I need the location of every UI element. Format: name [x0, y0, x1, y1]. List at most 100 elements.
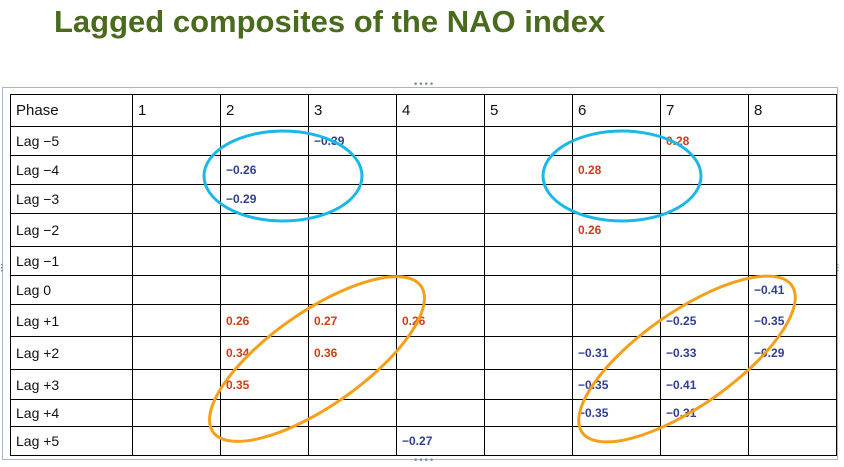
value-cell	[660, 426, 749, 456]
value-cell	[748, 213, 837, 247]
value-cell: −0.35	[572, 369, 661, 400]
value-cell	[132, 184, 221, 214]
table-frame	[2, 87, 838, 460]
value-cell: −0.41	[748, 275, 837, 305]
value-cell	[220, 399, 309, 427]
value-cell: 0.28	[660, 126, 749, 156]
header-phase-2: 2	[220, 94, 309, 127]
value-cell: −0.31	[660, 399, 749, 427]
value-cell: −0.25	[660, 304, 749, 337]
value-cell	[396, 246, 485, 276]
value-cell	[396, 336, 485, 370]
lag-label: Lag +2	[10, 336, 133, 370]
lag-label: Lag −5	[10, 126, 133, 156]
value-cell: 0.26	[572, 213, 661, 247]
value-cell: 0.35	[220, 369, 309, 400]
value-cell	[748, 184, 837, 214]
lag-label: Lag −1	[10, 246, 133, 276]
header-phase-4: 4	[396, 94, 485, 127]
value-cell	[396, 213, 485, 247]
value-cell: −0.35	[572, 399, 661, 427]
value-cell	[572, 426, 661, 456]
value-cell	[484, 399, 573, 427]
value-cell	[484, 246, 573, 276]
resize-handle-right[interactable]: • • •	[836, 262, 840, 275]
value-cell	[132, 369, 221, 400]
lag-label: Lag −4	[10, 155, 133, 185]
lag-label: Lag −2	[10, 213, 133, 247]
value-cell	[132, 304, 221, 337]
lag-label: Lag +3	[10, 369, 133, 400]
value-cell	[660, 213, 749, 247]
value-cell	[308, 399, 397, 427]
value-cell	[396, 399, 485, 427]
value-cell: −0.29	[748, 336, 837, 370]
table-row: Lag +2 0.34 0.36 −0.31 −0.33 −0.29	[10, 336, 837, 370]
table-row: Lag −3 −0.29	[10, 184, 837, 214]
header-phase-1: 1	[132, 94, 221, 127]
table-row: Lag +3 0.35 −0.35 −0.41	[10, 369, 837, 400]
resize-handle-bottom[interactable]: ••••	[413, 456, 435, 466]
value-cell: −0.26	[220, 155, 309, 185]
table-row: Lag 0 −0.41	[10, 275, 837, 305]
slide-title: Lagged composites of the NAO index	[54, 4, 606, 39]
value-cell	[132, 155, 221, 185]
value-cell	[748, 399, 837, 427]
resize-handle-left[interactable]: • • •	[0, 262, 4, 275]
value-cell	[396, 275, 485, 305]
header-phase: Phase	[10, 94, 133, 127]
value-cell	[308, 369, 397, 400]
lag-label: Lag 0	[10, 275, 133, 305]
value-cell	[132, 213, 221, 247]
value-cell: −0.39	[308, 126, 397, 156]
table-row: Lag +4 −0.35 −0.31	[10, 399, 837, 427]
value-cell	[396, 184, 485, 214]
value-cell: 0.34	[220, 336, 309, 370]
value-cell	[484, 184, 573, 214]
value-cell	[308, 155, 397, 185]
lag-label: Lag −3	[10, 184, 133, 214]
value-cell	[132, 336, 221, 370]
value-cell	[308, 426, 397, 456]
value-cell: 0.36	[308, 336, 397, 370]
value-cell	[748, 426, 837, 456]
value-cell: −0.27	[396, 426, 485, 456]
header-row: Phase 1 2 3 4 5 6 7 8	[10, 94, 837, 127]
header-phase-6: 6	[572, 94, 661, 127]
value-cell: −0.31	[572, 336, 661, 370]
value-cell	[748, 369, 837, 400]
value-cell	[220, 275, 309, 305]
value-cell	[748, 246, 837, 276]
table-row: Lag +5 −0.27	[10, 426, 837, 456]
resize-handle-top[interactable]: ••••	[413, 80, 435, 90]
value-cell	[396, 126, 485, 156]
lag-label: Lag +1	[10, 304, 133, 337]
value-cell	[660, 184, 749, 214]
value-cell	[484, 126, 573, 156]
value-cell	[572, 304, 661, 337]
value-cell: −0.35	[748, 304, 837, 337]
header-phase-5: 5	[484, 94, 573, 127]
value-cell	[484, 213, 573, 247]
table-row: Lag −2 0.26	[10, 213, 837, 247]
value-cell	[484, 155, 573, 185]
value-cell: 0.27	[308, 304, 397, 337]
lag-label: Lag +4	[10, 399, 133, 427]
value-cell	[572, 126, 661, 156]
value-cell	[484, 275, 573, 305]
value-cell	[484, 336, 573, 370]
value-cell	[396, 155, 485, 185]
table-row: Lag −5 −0.39 0.28	[10, 126, 837, 156]
value-cell	[572, 275, 661, 305]
header-phase-3: 3	[308, 94, 397, 127]
value-cell	[572, 184, 661, 214]
value-cell	[220, 213, 309, 247]
value-cell	[132, 246, 221, 276]
value-cell	[308, 184, 397, 214]
table-row: Lag +1 0.26 0.27 0.26 −0.25 −0.35	[10, 304, 837, 337]
value-cell	[308, 213, 397, 247]
value-cell	[132, 426, 221, 456]
nao-lag-table: Phase 1 2 3 4 5 6 7 8 Lag −5 −0.39 0.28 Lag…	[10, 94, 837, 456]
header-phase-7: 7	[660, 94, 749, 127]
value-cell	[308, 275, 397, 305]
